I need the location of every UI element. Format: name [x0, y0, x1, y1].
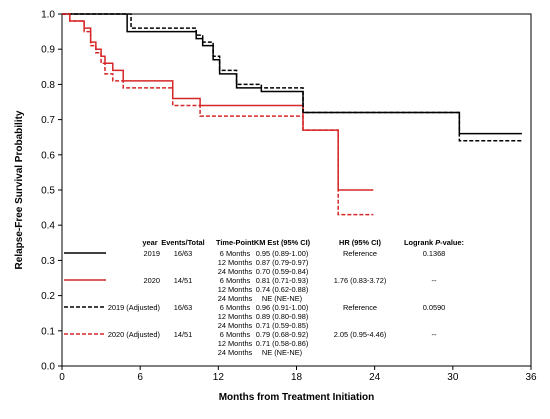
x-tick-label-5: 30 — [447, 372, 459, 383]
table-row-2-km-1: 0.89 (0.80-0.98) — [256, 312, 309, 321]
table-row-label-2: 2019 (Adjusted) — [108, 303, 160, 312]
table-row-pvalue-1: -- — [432, 276, 437, 285]
table-header-logrank: Logrank P-value: — [404, 238, 464, 247]
y-tick-label-7: 0.7 — [41, 115, 55, 126]
series-line-2019 — [62, 13, 522, 135]
table-row-1-km-1: 0.74 (0.62-0.88) — [256, 285, 309, 294]
table-header-km: KM Est (95% CI) — [254, 238, 311, 247]
table-row-0-km-2: 0.70 (0.59-0.84) — [256, 267, 309, 276]
y-tick-label-0: 0.0 — [41, 362, 55, 373]
series-line-2020 — [62, 13, 374, 191]
table-row-events-1: 14/51 — [174, 276, 193, 285]
x-axis-title: Months from Treatment Initiation — [219, 392, 375, 403]
table-row-2-timepoint-0: 6 Months — [220, 303, 251, 312]
table-row-3-timepoint-1: 12 Months — [218, 339, 253, 348]
table-row-1-timepoint-1: 12 Months — [218, 285, 253, 294]
axes-layer: 0 6 12 18 24 30 36 0.0 0.1 0.2 0.3 0.4 0.5 0.6 0.7 0.8 0… — [41, 10, 537, 384]
table-row-events-2: 16/63 — [174, 303, 193, 312]
table-row-2-km-2: 0.71 (0.59-0.85) — [256, 321, 309, 330]
table-row-events-3: 14/51 — [174, 330, 193, 339]
table-header-timepoint: Time-Point — [216, 238, 255, 247]
table-row-hr-0: Reference — [343, 249, 377, 258]
y-tick-label-8: 0.8 — [41, 80, 55, 91]
legend-table: year Events/Total Time-Point KM Est (95% CI… — [64, 238, 464, 357]
table-row-0-km-1: 0.87 (0.79-0.97) — [256, 258, 309, 267]
y-tick-label-6: 0.6 — [41, 150, 55, 161]
y-tick-label-10: 1.0 — [41, 10, 55, 21]
table-row-label-3: 2020 (Adjusted) — [108, 330, 160, 339]
y-axis-title: Relapse-Free Survival Probability — [14, 110, 25, 269]
series-line-2020-adjusted — [62, 13, 374, 216]
y-tick-label-9: 0.9 — [41, 45, 55, 56]
x-tick-label-0: 0 — [59, 372, 65, 383]
table-row-0-timepoint-2: 24 Months — [218, 267, 253, 276]
table-row-hr-2: Reference — [343, 303, 377, 312]
y-tick-label-3: 0.3 — [41, 256, 55, 267]
table-row-hr-1: 1.76 (0.83-3.72) — [334, 276, 387, 285]
y-tick-label-5: 0.5 — [41, 186, 55, 197]
x-tick-label-6: 36 — [525, 372, 537, 383]
table-row-hr-3: 2.05 (0.95-4.46) — [334, 330, 387, 339]
x-tick-label-4: 24 — [369, 372, 381, 383]
table-row-1-timepoint-2: 24 Months — [218, 294, 253, 303]
y-tick-label-1: 0.1 — [41, 326, 55, 337]
table-header-hr: HR (95% CI) — [339, 238, 381, 247]
x-tick-label-2: 12 — [213, 372, 225, 383]
y-tick-label-2: 0.2 — [41, 291, 55, 302]
table-row-events-0: 16/63 — [174, 249, 193, 258]
table-row-label-0: 2019 — [144, 249, 160, 258]
table-row-2-timepoint-1: 12 Months — [218, 312, 253, 321]
series-layer — [62, 13, 522, 216]
x-tick-label-3: 18 — [291, 372, 303, 383]
y-tick-label-4: 0.4 — [41, 221, 55, 232]
table-header-events: Events/Total — [161, 238, 204, 247]
table-row-pvalue-3: -- — [432, 330, 437, 339]
table-row-label-1: 2020 — [144, 276, 160, 285]
table-row-3-km-0: 0.79 (0.68-0.92) — [256, 330, 309, 339]
table-row-1-km-2: NE (NE-NE) — [262, 294, 302, 303]
x-tick-label-1: 6 — [137, 372, 143, 383]
table-row-2-timepoint-2: 24 Months — [218, 321, 253, 330]
table-row-3-timepoint-0: 6 Months — [220, 330, 251, 339]
table-row-pvalue-0: 0.1368 — [423, 249, 446, 258]
table-row-1-km-0: 0.81 (0.71-0.93) — [256, 276, 309, 285]
table-row-1-timepoint-0: 6 Months — [220, 276, 251, 285]
table-row-0-timepoint-1: 12 Months — [218, 258, 253, 267]
series-line-2019-adjusted — [62, 13, 522, 142]
table-row-0-km-0: 0.95 (0.89-1.00) — [256, 249, 309, 258]
table-row-2-km-0: 0.96 (0.91-1.00) — [256, 303, 309, 312]
table-row-3-km-2: NE (NE-NE) — [262, 348, 302, 357]
table-row-pvalue-2: 0.0590 — [423, 303, 446, 312]
table-row-0-timepoint-0: 6 Months — [220, 249, 251, 258]
table-row-3-timepoint-2: 24 Months — [218, 348, 253, 357]
table-header-year: year — [142, 238, 157, 247]
table-row-3-km-1: 0.71 (0.58-0.86) — [256, 339, 309, 348]
